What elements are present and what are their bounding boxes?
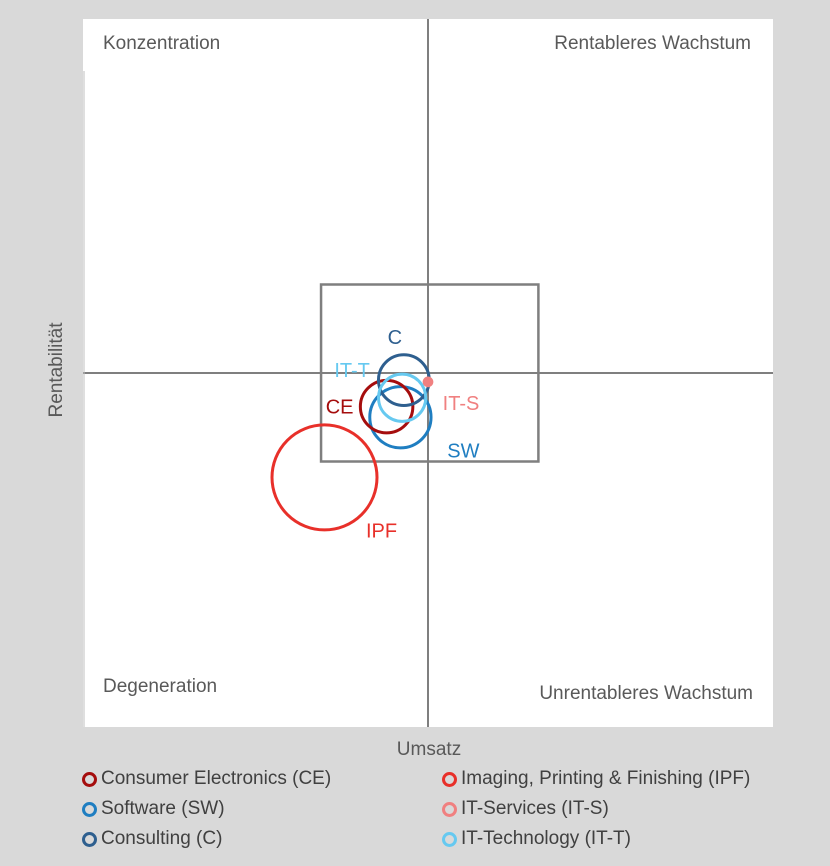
x-axis-title: Umsatz: [396, 739, 462, 760]
legend-item-c: Consulting (C): [82, 826, 442, 852]
legend-marker-c: [82, 832, 97, 847]
bubble-it-s: [422, 376, 434, 388]
legend-marker-itt: [442, 832, 457, 847]
legend-marker-sw: [82, 802, 97, 817]
quadrant-label-top-right: Rentableres Wachstum: [554, 33, 751, 54]
legend-marker-ipf: [442, 772, 457, 787]
legend-label-ipf: Imaging, Printing & Finishing (IPF): [461, 768, 751, 789]
focus-box: [319, 283, 540, 463]
legend: Consumer Electronics (CE) Imaging, Print…: [82, 766, 822, 852]
legend-marker-its: [442, 802, 457, 817]
data-label-it-s: IT-S: [443, 393, 480, 415]
legend-item-ce: Consumer Electronics (CE): [82, 766, 442, 792]
legend-label-ce: Consumer Electronics (CE): [101, 768, 332, 789]
data-label-ipf: IPF: [366, 520, 397, 542]
legend-label-itt: IT-Technology (IT-T): [461, 828, 631, 849]
legend-label-sw: Software (SW): [101, 798, 225, 819]
bubble-sw: [368, 385, 433, 450]
bubble-ipf: [270, 423, 379, 532]
legend-item-its: IT-Services (IT-S): [442, 796, 822, 822]
quadrant-label-bottom-right: Unrentableres Wachstum: [539, 683, 753, 704]
data-label-sw: SW: [447, 440, 479, 462]
legend-label-c: Consulting (C): [101, 828, 223, 849]
legend-label-its: IT-Services (IT-S): [461, 798, 609, 819]
data-label-ce: CE: [326, 397, 354, 419]
y-axis-title: Rentabilität: [46, 322, 67, 418]
legend-item-ipf: Imaging, Printing & Finishing (IPF): [442, 766, 822, 792]
legend-item-sw: Software (SW): [82, 796, 442, 822]
legend-item-itt: IT-Technology (IT-T): [442, 826, 822, 852]
data-label-c: C: [388, 327, 402, 349]
legend-marker-ce: [82, 772, 97, 787]
quadrant-label-top-left: Konzentration: [103, 33, 220, 54]
data-label-it-t: IT-T: [334, 360, 370, 382]
quadrant-label-bottom-left: Degeneration: [103, 676, 217, 697]
bubble-chart: Konzentration Rentableres Wachstum Degener…: [83, 19, 773, 727]
bubble-it-t: [377, 372, 428, 423]
